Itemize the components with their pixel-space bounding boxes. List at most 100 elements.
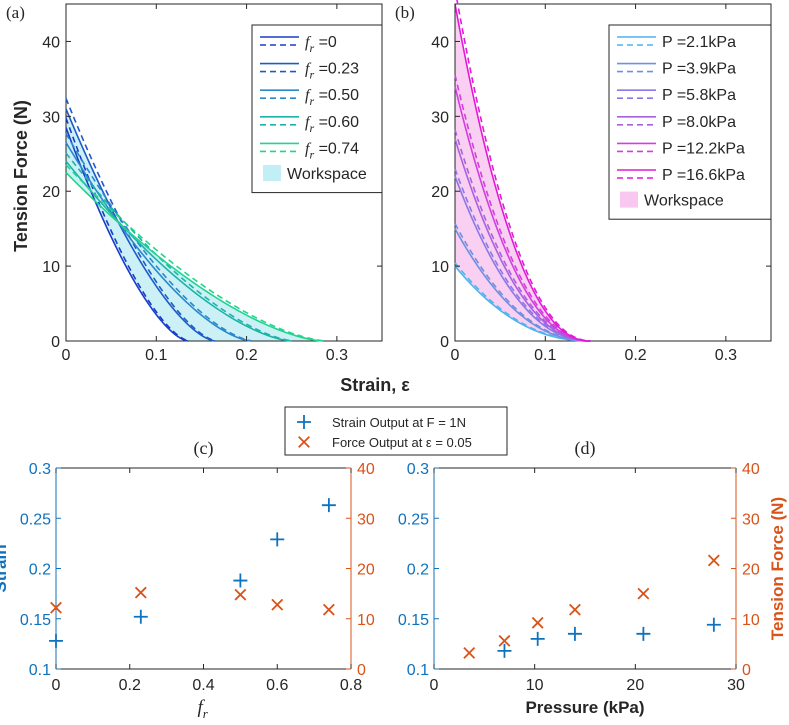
shared-legend: Strain Output at F = 1N Force Output at ε… xyxy=(284,406,508,456)
legend-var: f xyxy=(305,61,312,78)
y-left-tick-label: 0.2 xyxy=(407,562,429,579)
legend-suffix: =0.60 xyxy=(314,114,359,131)
cross-marker xyxy=(463,646,476,659)
x-tick-label: 0.2 xyxy=(624,347,646,364)
y-tick-label: 0 xyxy=(440,334,449,351)
series-line-0-measured xyxy=(65,127,189,342)
y-left-tick-label: 0.2 xyxy=(29,562,51,579)
x-tick-label: 0 xyxy=(62,347,71,364)
series-line-5-model xyxy=(456,0,591,342)
y-tick-label: 20 xyxy=(431,184,449,201)
y-tick-label: 10 xyxy=(431,259,449,276)
y-left-tick-label: 0.3 xyxy=(29,461,51,478)
legend-var: f xyxy=(305,87,312,104)
y-tick-label: 0 xyxy=(51,334,60,351)
plus-marker xyxy=(636,626,651,641)
y-right-tick-label: 40 xyxy=(357,461,375,478)
series-line-0-model xyxy=(65,117,189,342)
y-right-tick-label: 20 xyxy=(357,562,375,579)
plus-marker xyxy=(270,532,285,547)
x-tick-label: 20 xyxy=(626,677,644,694)
legend-suffix: =0.23 xyxy=(314,61,359,78)
legend-sub: r xyxy=(309,41,314,55)
plus-marker xyxy=(133,609,148,624)
series-line-4-measured xyxy=(65,171,324,342)
plus-marker xyxy=(49,633,63,648)
series-line-2-model xyxy=(454,168,591,342)
y-right-tick-label: 10 xyxy=(742,612,760,629)
x-axis-label: Pressure (kPa) xyxy=(525,698,644,717)
legend-sub: r xyxy=(309,68,314,82)
legend-label: P =3.9kPa xyxy=(662,61,736,78)
y-left-tick-label: 0.15 xyxy=(20,612,51,629)
x-axis-label-sub: r xyxy=(203,706,209,721)
legend-var: f xyxy=(305,34,312,51)
legend-label: P =16.6kPa xyxy=(662,167,745,184)
plus-marker xyxy=(321,498,336,513)
y-right-tick-label: 30 xyxy=(742,511,760,528)
x-tick-label: 0 xyxy=(52,677,61,694)
cross-marker xyxy=(707,554,720,567)
workspace-area xyxy=(66,108,324,341)
legend-sub: r xyxy=(309,121,314,135)
legend-workspace-label: Workspace xyxy=(287,166,367,183)
legend-label: fr =0.23 xyxy=(305,61,359,82)
x-tick-label: 0.4 xyxy=(192,677,214,694)
y-left-tick-label: 0.25 xyxy=(20,511,51,528)
y-left-tick-label: 0.1 xyxy=(407,662,429,679)
y-right-axis-label: Tension Force (N) xyxy=(768,497,787,640)
y-tick-label: 10 xyxy=(42,259,60,276)
legend-label: P =8.0kPa xyxy=(662,114,736,131)
y-right-tick-label: 20 xyxy=(742,562,760,579)
y-left-axis-label: Strain xyxy=(0,544,10,592)
shared-legend-label: Strain Output at F = 1N xyxy=(332,415,466,430)
plus-marker xyxy=(567,626,582,641)
plus-marker xyxy=(497,643,512,658)
y-left-tick-label: 0.15 xyxy=(398,612,429,629)
x-tick-label: 0.2 xyxy=(235,347,257,364)
x-tick-label: 0.2 xyxy=(119,677,141,694)
y-left-tick-label: 0.3 xyxy=(407,461,429,478)
cross-marker xyxy=(271,598,284,611)
legend-suffix: =0 xyxy=(314,34,337,51)
legend-label: P =5.8kPa xyxy=(662,87,736,104)
y-tick-label: 20 xyxy=(42,184,60,201)
legend-box xyxy=(251,24,383,194)
plus-marker xyxy=(233,573,248,588)
legend-label: fr =0.60 xyxy=(305,114,359,135)
y-left-tick-label: 0.1 xyxy=(29,662,51,679)
y-right-tick-label: 10 xyxy=(357,612,375,629)
x-tick-label: 30 xyxy=(727,677,745,694)
panel-label: (a) xyxy=(6,3,25,22)
series-line-1-model xyxy=(65,98,216,342)
y-left-tick-label: 0.25 xyxy=(398,511,429,528)
cross-marker xyxy=(568,603,581,616)
cross-marker xyxy=(531,616,544,629)
series-line-0-model xyxy=(454,262,591,342)
series-line-2-measured xyxy=(65,142,252,342)
y-right-tick-label: 40 xyxy=(742,461,760,478)
legend-var: f xyxy=(305,114,312,131)
legend-workspace-label: Workspace xyxy=(644,193,724,210)
y-right-tick-label: 0 xyxy=(742,662,751,679)
legend-label: fr =0.50 xyxy=(305,87,359,108)
cross-marker xyxy=(637,587,650,600)
panel-label: (d) xyxy=(575,438,596,459)
x-tick-label: 0.1 xyxy=(534,347,556,364)
x-tick-label: 0.3 xyxy=(715,347,737,364)
x-axis-label: fr xyxy=(198,697,209,721)
legend-suffix: =0.74 xyxy=(314,140,359,157)
series-line-4-model xyxy=(65,164,324,342)
shared-xlabel-strain: Strain, ε xyxy=(340,375,410,395)
shared-legend-label: Force Output at ε = 0.05 xyxy=(332,435,472,450)
panel-label: (c) xyxy=(194,438,214,459)
cross-marker xyxy=(50,601,62,614)
y-tick-label: 30 xyxy=(431,109,449,126)
cross-marker xyxy=(298,436,310,448)
panel-d: 0 10 20 30 0.1 0.15 0.2 0.25 0.3 0 10 20 30 40 (d) Pres… xyxy=(398,438,787,717)
plus-marker xyxy=(706,617,721,632)
shared-ylabel-tension-force: Tension Force (N) xyxy=(11,100,31,252)
legend-label: P =2.1kPa xyxy=(662,34,736,51)
